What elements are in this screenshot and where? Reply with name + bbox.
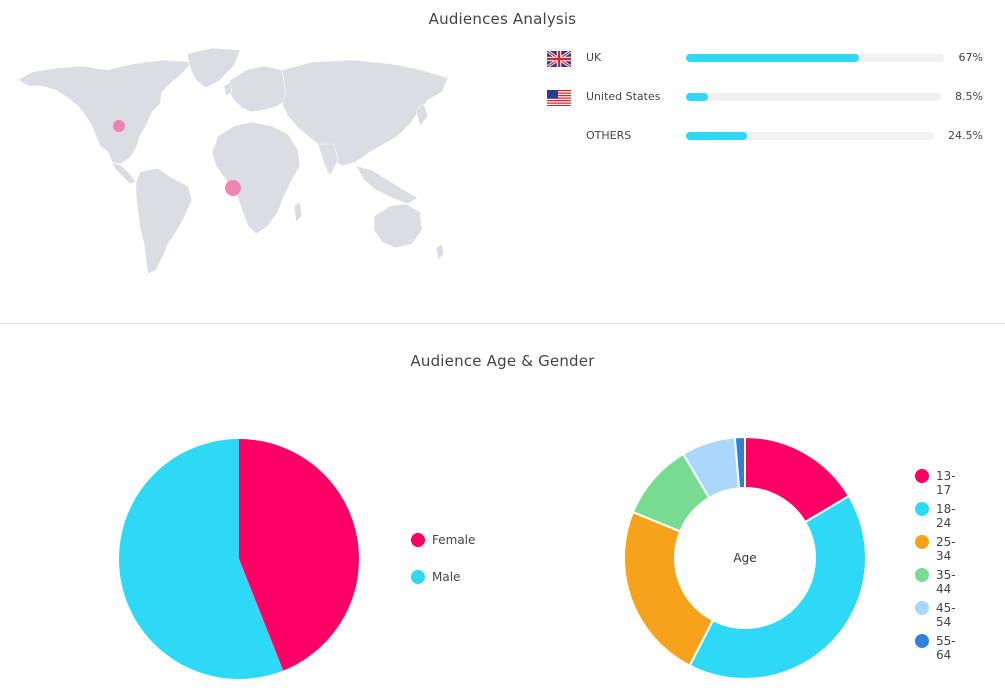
legend-label: 35-44 [936,568,956,596]
slice-male[interactable] [119,439,284,679]
audiences-analysis-title: Audiences Analysis [428,10,577,28]
country-percent: 8.5% [955,90,983,103]
legend-label: 18-24 [936,502,956,530]
map-japan [415,103,429,127]
legend-swatch [915,601,929,615]
country-percent: 67% [958,51,983,64]
progress-track [686,54,944,62]
map-madagascar [293,201,303,223]
slice-18-24[interactable] [688,494,867,680]
map-marker-africa [225,180,241,196]
legend-swatch [411,533,425,547]
map-greenland [186,47,241,89]
slice-25-34[interactable] [623,510,715,667]
legend-swatch [915,634,929,648]
progress-track [686,93,941,101]
map-south-america [135,167,193,275]
legend-swatch [915,568,929,582]
legend-label: 45-54 [936,601,956,629]
progress-fill [686,132,747,140]
legend-label: 55-64 [936,634,956,662]
legend-swatch [915,535,929,549]
donut-center-label: Age [733,551,756,565]
age-gender-title: Audience Age & Gender [410,352,595,370]
country-row-united-states: United States 8.5% [545,88,985,108]
progress-track [686,132,934,140]
progress-fill [686,93,708,101]
map-central-america [111,161,137,185]
map-india [317,143,339,177]
legend-label: 25-34 [936,535,956,563]
slice-female[interactable] [239,439,360,671]
country-row-uk: UK 67% [545,49,985,69]
map-new-zealand [435,243,445,261]
map-australia [373,203,423,249]
gender-pie-chart [119,439,360,679]
age-donut-chart: Age [623,435,867,680]
legend-swatch [411,570,425,584]
country-name: United States [586,90,661,103]
legend-swatch [915,469,929,483]
country-percent: 24.5% [948,129,983,142]
legend-label: 13-17 [936,469,956,497]
map-africa [211,121,301,235]
section-divider [0,323,1005,324]
progress-fill [686,54,859,62]
uk-flag-icon [547,51,571,67]
legend-label: Male [432,570,461,584]
country-name: OTHERS [586,129,632,142]
map-north-america [17,59,193,165]
legend-swatch [915,502,929,516]
legend-label: Female [432,533,476,547]
map-southeast-asia [355,165,419,205]
world-map [17,47,449,275]
map-marker-usa [113,120,125,132]
country-row-others: OTHERS 24.5% [545,127,985,147]
map-asia [281,59,449,167]
us-flag-icon [547,90,571,106]
slice-55-64[interactable] [733,435,746,490]
map-uk [223,81,233,97]
country-name: UK [586,51,602,64]
